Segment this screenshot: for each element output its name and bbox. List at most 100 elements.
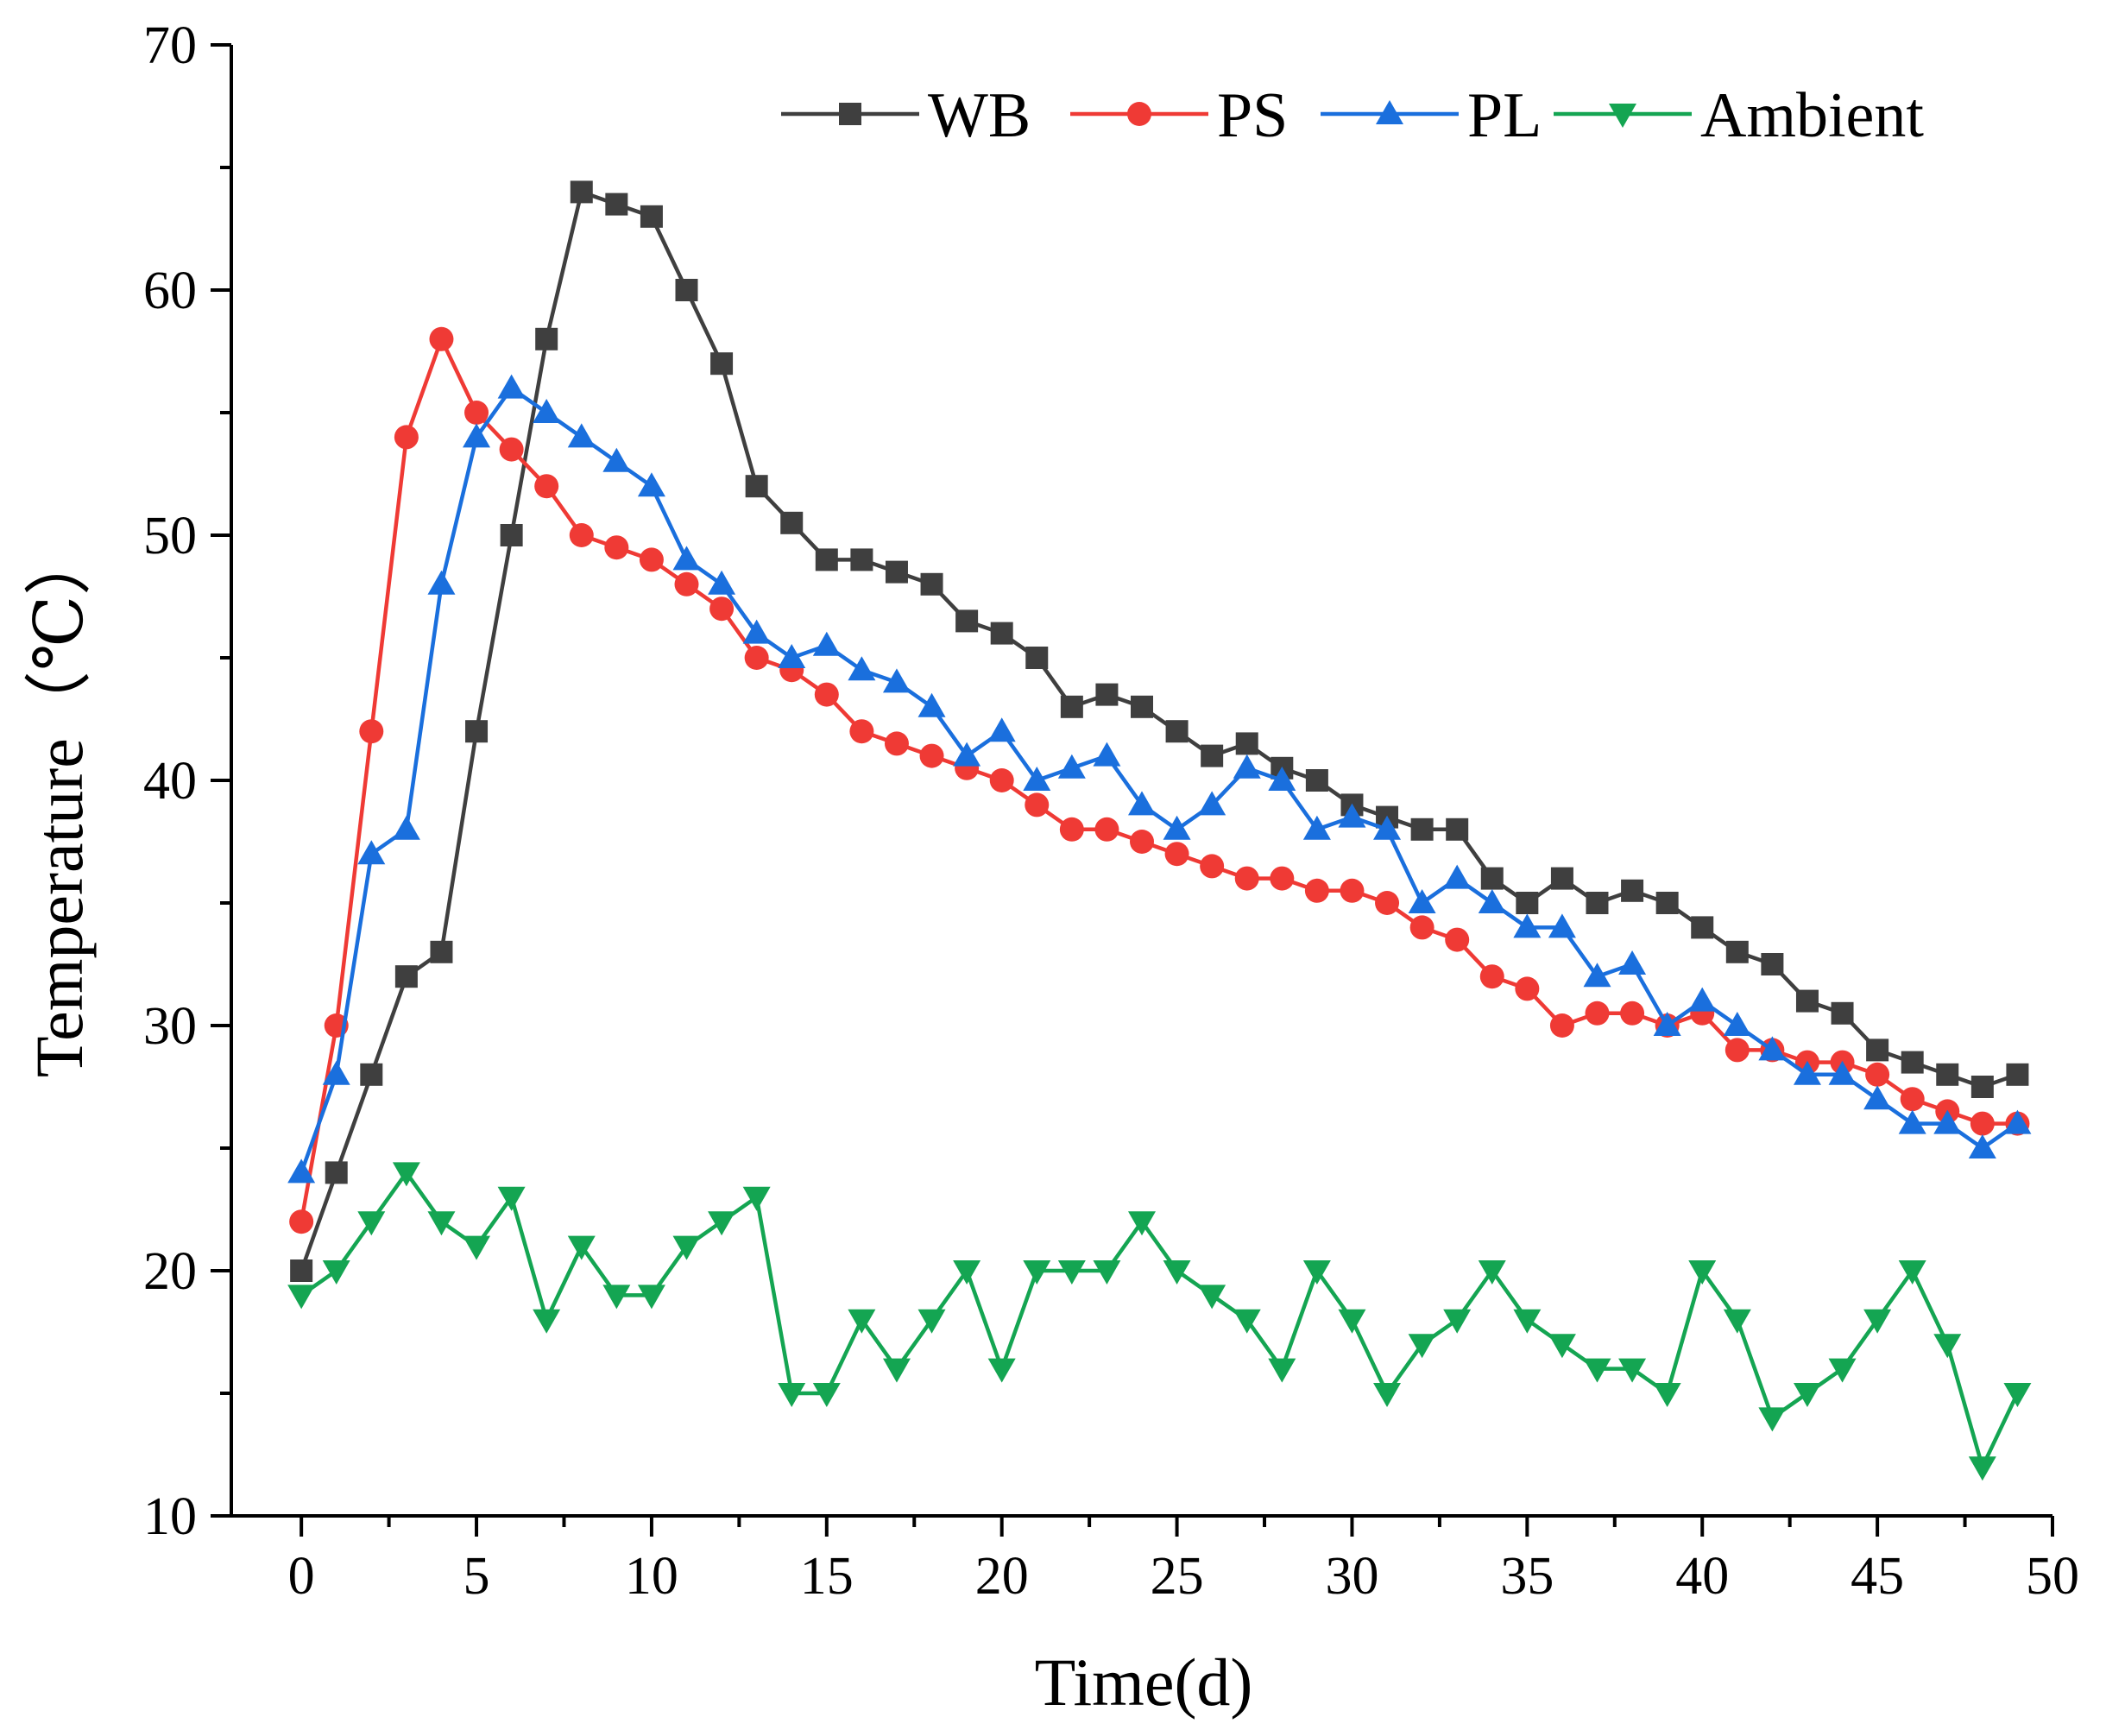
legend-item-ambient: Ambient <box>1554 80 1924 151</box>
ambient-point <box>1548 1334 1576 1359</box>
ambient-point <box>1478 1260 1506 1285</box>
pl-point <box>1057 754 1086 779</box>
ps-point <box>814 682 839 707</box>
ambient-point <box>392 1162 420 1187</box>
tick-marks <box>211 43 2054 1537</box>
x-tick-label: 50 <box>2026 1547 2079 1606</box>
ps-point <box>289 1209 314 1234</box>
wb-point <box>1970 1076 1994 1098</box>
ambient-point <box>987 1358 1016 1383</box>
ps-point <box>1164 842 1189 867</box>
pl-point <box>1093 742 1121 767</box>
y-tick-label: 40 <box>143 752 197 811</box>
pl-point <box>917 692 946 717</box>
ps-point <box>1515 976 1540 1001</box>
ambient-point <box>882 1358 911 1383</box>
ps-point <box>1970 1111 1995 1136</box>
series-ambient <box>287 1162 2032 1481</box>
x-tick-label: 15 <box>800 1547 854 1606</box>
ps-point <box>674 571 699 597</box>
y-tick-label: 30 <box>143 997 197 1056</box>
ps-point <box>1445 927 1470 952</box>
pl-point <box>322 1060 350 1085</box>
x-axis-title: Time(d) <box>1035 1644 1253 1720</box>
wb-point <box>1761 953 1784 975</box>
pl-point <box>1933 1109 1962 1134</box>
pl-point <box>463 423 491 448</box>
ambient-point <box>602 1285 631 1310</box>
pl-point <box>1968 1134 1996 1158</box>
ambient-point <box>533 1309 561 1334</box>
ambient-point <box>357 1211 386 1236</box>
wb-point <box>745 475 768 498</box>
pl-point <box>882 668 911 693</box>
pl-point <box>1302 815 1331 840</box>
ps-point <box>1620 1001 1645 1026</box>
ps-point <box>1900 1087 1925 1112</box>
ambient-point <box>1443 1309 1472 1334</box>
pl-point <box>497 374 526 399</box>
wb-point <box>640 205 663 228</box>
ps-point <box>1200 854 1225 879</box>
ps-point <box>1479 964 1504 989</box>
ambient-point <box>1793 1383 1821 1407</box>
pl-point <box>287 1158 316 1184</box>
ps-point <box>884 731 909 756</box>
legend-label-ps: PS <box>1217 80 1288 151</box>
ambient-point <box>1653 1383 1681 1407</box>
ps-point <box>1059 817 1084 842</box>
pl-point <box>1198 791 1226 816</box>
pl-point <box>1548 913 1576 938</box>
pl-point <box>953 742 981 767</box>
wb-point <box>1165 720 1189 743</box>
ps-point <box>1375 891 1400 915</box>
y-tick-label: 70 <box>143 16 197 75</box>
ps-point <box>429 326 454 351</box>
wb-point <box>1025 647 1049 669</box>
ps-point <box>1094 817 1119 842</box>
ps-point <box>534 474 559 499</box>
wb-point <box>780 511 804 534</box>
legend-swatch-marker <box>1127 102 1151 126</box>
pl-point <box>1828 1060 1857 1085</box>
pl-point <box>427 570 456 595</box>
wb-point <box>1831 1001 1854 1025</box>
ambient-point <box>1828 1358 1857 1383</box>
ps-point <box>1234 866 1259 891</box>
wb-point <box>360 1063 383 1086</box>
y-tick-label: 10 <box>143 1487 197 1546</box>
ps-point <box>1270 866 1295 891</box>
ps-point <box>569 523 594 547</box>
wb-point <box>1725 940 1749 963</box>
x-tick-label: 40 <box>1675 1547 1729 1606</box>
x-tick-label: 10 <box>625 1547 678 1606</box>
pl-point <box>602 447 631 472</box>
ambient-point <box>1057 1260 1086 1285</box>
ambient-point <box>287 1285 316 1310</box>
pl-point <box>812 631 841 656</box>
pl-point <box>1758 1036 1787 1061</box>
x-tick-label: 45 <box>1851 1547 1904 1606</box>
wb-point <box>500 524 523 546</box>
wb-point <box>2006 1063 2029 1086</box>
wb-point <box>394 965 418 988</box>
wb-point <box>1550 867 1573 890</box>
pl-point <box>1863 1085 1892 1110</box>
ps-point <box>499 437 524 462</box>
ps-point <box>1304 878 1329 903</box>
wb-point <box>710 352 734 376</box>
ps-point <box>1865 1062 1890 1087</box>
wb-point <box>1655 892 1679 914</box>
ambient-point <box>1513 1309 1542 1334</box>
wb-point <box>1480 867 1504 890</box>
wb-point <box>465 720 489 743</box>
wb-point <box>1936 1063 1959 1086</box>
legend-item-wb: WB <box>781 80 1031 151</box>
ps-point <box>919 743 944 768</box>
wb-point <box>885 560 908 584</box>
pl-point <box>1163 815 1191 840</box>
wb-point <box>1095 683 1119 706</box>
ambient-point <box>322 1260 350 1285</box>
ambient-point <box>1898 1260 1926 1285</box>
